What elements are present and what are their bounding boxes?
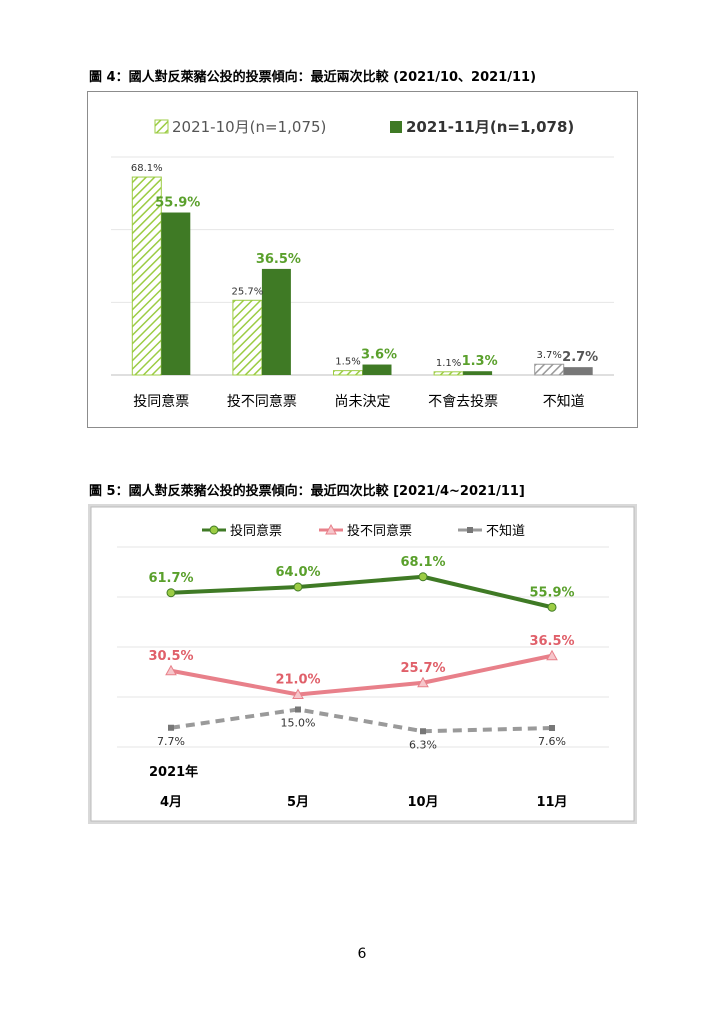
data-label-unknown: 7.7% [157,735,185,748]
data-label-unknown: 7.6% [538,735,566,748]
bar-value-label-oct: 1.1% [436,358,461,369]
bar-value-label-nov: 1.3% [462,354,498,369]
bar-oct [534,363,565,376]
data-label-agree: 55.9% [529,585,574,600]
data-label-disagree: 36.5% [529,634,574,649]
series-line-agree [170,574,553,610]
x-tick-label: 11月 [536,795,567,810]
bar-nov [463,371,493,375]
bar-category-label: 投同意票 [133,393,189,410]
page-number: 6 [357,946,367,962]
legend-label-nov: 2021-11月(n=1,078) [406,118,574,136]
data-point-disagree [417,676,429,688]
bar-nov [161,212,191,375]
data-label-agree: 64.0% [275,565,320,580]
bar-category-label: 不知道 [543,393,585,410]
legend-marker-agree [209,525,219,535]
bar-oct [131,176,162,376]
bar-value-label-nov: 2.7% [562,350,598,365]
legend-swatch-oct [154,119,169,134]
legend-marker-disagree [325,523,337,535]
legend-label-oct: 2021-10月(n=1,075) [172,118,326,136]
bar-value-label-oct: 68.1% [131,163,163,174]
bar-category-label: 不會去投票 [428,394,498,410]
bar-nov [261,268,291,375]
data-point-unknown [420,728,426,735]
figure5-line-chart: 投同意票 投不同意票 不知道 61.7% 64.0% 68.1% 55.9% 30.5% 21… [88,504,637,824]
data-label-agree: 68.1% [400,555,445,570]
series-line-unknown [170,707,553,734]
bar-value-label-oct: 3.7% [536,350,561,361]
data-point-agree [547,602,557,612]
figure4-chart-frame: 2021-10月(n=1,075) 2021-11月(n=1,078) 68.1… [87,91,638,428]
bar-value-label-nov: 55.9% [155,196,200,211]
bar-category-label: 尚未決定 [335,394,391,410]
x-tick-label: 10月 [407,795,438,810]
bar-category-label: 投不同意票 [227,393,297,410]
figure4-bar-chart: 2021-10月(n=1,075) 2021-11月(n=1,078) 68.1… [87,91,638,428]
legend-marker-unknown [467,527,473,533]
data-point-disagree [165,664,177,676]
year-label: 2021年 [149,764,198,780]
data-point-unknown [168,724,174,731]
data-point-unknown [295,706,301,713]
bar-oct [333,370,363,376]
bar-value-label-nov: 3.6% [361,348,397,363]
series-line-disagree [170,653,553,697]
bar-oct [232,299,263,376]
x-tick-label: 4月 [160,795,182,810]
bar-nov [362,364,392,375]
figure5-chart-frame: 投同意票 投不同意票 不知道 61.7% 64.0% 68.1% 55.9% 30.5% 21… [87,503,638,825]
data-label-agree: 61.7% [148,571,193,586]
bar-nov [563,367,593,375]
data-point-disagree [292,688,304,699]
bar-value-label-nov: 36.5% [256,252,301,267]
data-point-agree [418,572,428,582]
bar-value-label-oct: 25.7% [232,286,264,297]
figure5-caption: 圖 5：國人對反萊豬公投的投票傾向：最近四次比較 [2021/4~2021/11… [89,484,525,499]
data-label-disagree: 25.7% [400,661,445,676]
data-point-agree [293,582,303,592]
x-tick-label: 5月 [287,795,309,810]
bar-oct [433,371,464,376]
data-point-disagree [546,649,558,661]
legend-label-unknown: 不知道 [486,523,525,539]
data-label-disagree: 21.0% [275,673,320,688]
data-label-disagree: 30.5% [148,649,193,664]
bar-value-label-oct: 1.5% [335,357,360,368]
data-point-agree [166,588,176,598]
data-label-unknown: 15.0% [281,717,316,730]
legend-label-agree: 投同意票 [230,523,282,539]
figure4-caption: 圖 4：國人對反萊豬公投的投票傾向：最近兩次比較 (2021/10、2021/1… [89,70,537,85]
data-label-unknown: 6.3% [409,738,437,751]
legend-label-disagree: 投不同意票 [347,523,412,539]
data-point-unknown [549,725,555,731]
legend-swatch-nov [390,121,402,133]
